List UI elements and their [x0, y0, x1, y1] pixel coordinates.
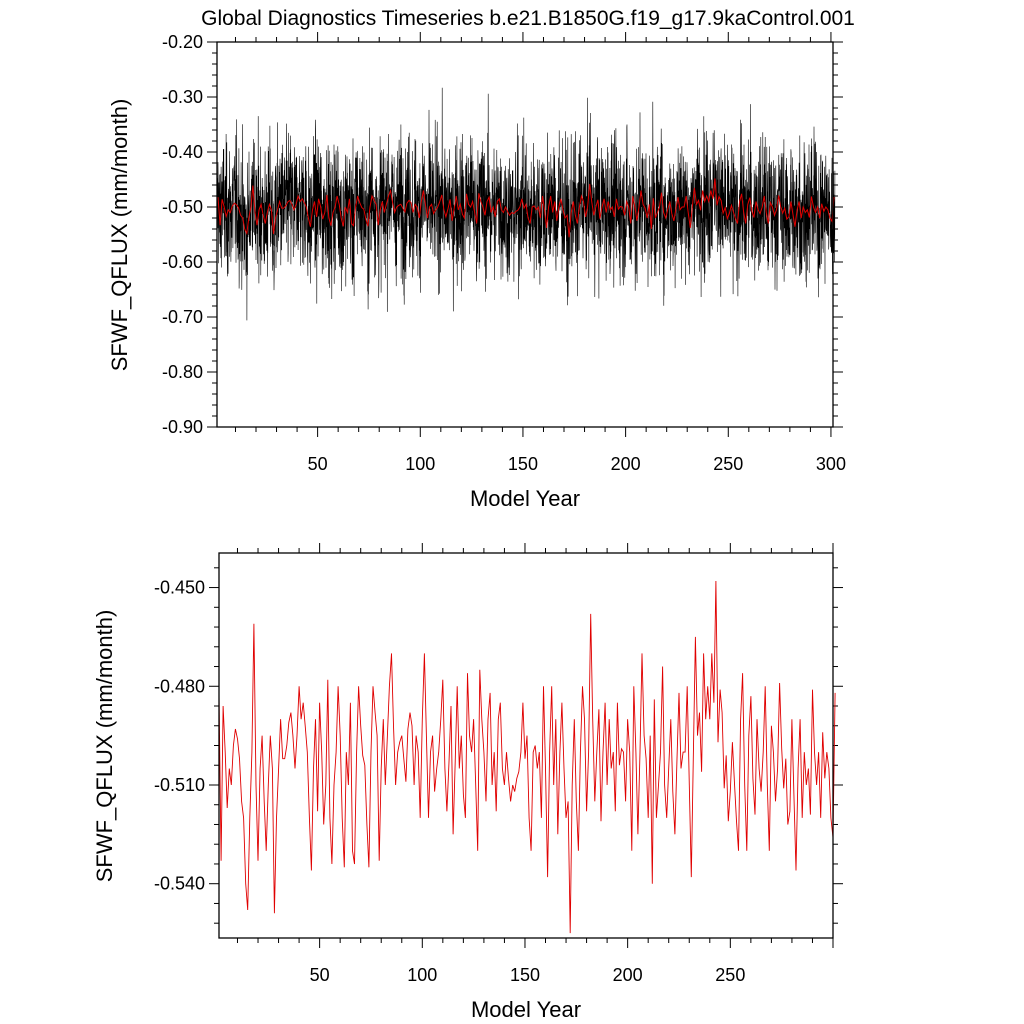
y-tick-label: -0.20: [162, 32, 203, 52]
x-tick-label: 100: [405, 454, 435, 474]
y-tick-label: -0.540: [154, 874, 205, 894]
top-panel-ticks: 50 100 150 200 250 300 -0.90 -0.80 -0.70 -0.60 -0.…: [162, 32, 846, 474]
x-tick-label: 300: [816, 454, 846, 474]
top-panel: 50 100 150 200 250 300 -0.90 -0.80 -0.70 -0.60 -0.…: [107, 32, 846, 511]
x-tick-label: 250: [713, 454, 743, 474]
bottom-panel-lines: [218, 580, 836, 934]
bottom-panel-ylabel: SFWF_QFLUX (mm/month): [92, 610, 117, 883]
top-panel-xlabel: Model Year: [470, 486, 580, 511]
y-tick-label: -0.50: [162, 197, 203, 217]
x-tick-label: 150: [510, 965, 540, 985]
bottom-panel-ticks: 50 100 150 200 250 -0.540 -0.510 -0.480 -0.450: [154, 543, 843, 985]
chart-title: Global Diagnostics Timeseries b.e21.B185…: [201, 7, 855, 30]
x-tick-label: 200: [613, 965, 643, 985]
y-tick-label: -0.510: [154, 775, 205, 795]
series-monthly: [216, 87, 836, 321]
top-panel-lines: [216, 87, 836, 321]
x-tick-label: 50: [310, 965, 330, 985]
y-tick-label: -0.80: [162, 362, 203, 382]
series-annual-mean-bottom: [218, 580, 836, 934]
y-tick-label: -0.30: [162, 87, 203, 107]
bottom-panel: 50 100 150 200 250 -0.540 -0.510 -0.480 -0.450 S…: [92, 543, 843, 1022]
y-tick-label: -0.40: [162, 142, 203, 162]
bottom-panel-xlabel: Model Year: [471, 997, 581, 1022]
y-tick-label: -0.90: [162, 417, 203, 437]
x-tick-label: 200: [611, 454, 641, 474]
x-tick-label: 250: [715, 965, 745, 985]
x-tick-label: 50: [308, 454, 328, 474]
series-annual-mean-top: [217, 178, 835, 238]
x-tick-label: 150: [508, 454, 538, 474]
bottom-panel-frame: [218, 552, 834, 939]
y-tick-label: -0.480: [154, 676, 205, 696]
y-tick-label: -0.60: [162, 252, 203, 272]
y-tick-label: -0.70: [162, 307, 203, 327]
x-tick-label: 100: [407, 965, 437, 985]
top-panel-ylabel: SFWF_QFLUX (mm/month): [107, 99, 132, 372]
top-panel-frame: [216, 41, 834, 428]
y-tick-label: -0.450: [154, 578, 205, 598]
